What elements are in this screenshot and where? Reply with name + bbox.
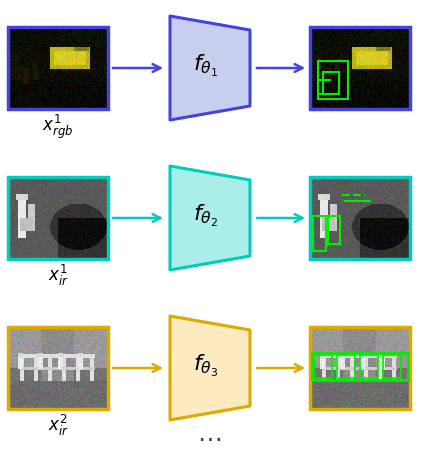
Polygon shape bbox=[170, 16, 250, 120]
Bar bbox=[383, 355, 401, 378]
Text: $f_{\theta_1}$: $f_{\theta_1}$ bbox=[193, 53, 219, 79]
Bar bbox=[318, 61, 348, 99]
Bar bbox=[313, 216, 326, 251]
Polygon shape bbox=[170, 316, 250, 420]
Bar bbox=[323, 72, 339, 94]
Bar bbox=[314, 355, 332, 378]
Bar bbox=[312, 353, 408, 380]
Bar bbox=[337, 355, 355, 378]
Text: $x_{ir}^{2}$: $x_{ir}^{2}$ bbox=[48, 413, 68, 438]
Text: ⋯: ⋯ bbox=[197, 428, 222, 452]
Text: $x_{rgb}^{1}$: $x_{rgb}^{1}$ bbox=[42, 113, 73, 142]
Bar bbox=[328, 216, 340, 244]
Text: $f_{\theta_3}$: $f_{\theta_3}$ bbox=[193, 353, 219, 379]
Text: $f_{\theta_2}$: $f_{\theta_2}$ bbox=[193, 203, 219, 229]
Text: $x_{ir}^{1}$: $x_{ir}^{1}$ bbox=[48, 263, 68, 288]
Polygon shape bbox=[170, 166, 250, 270]
Bar bbox=[360, 355, 378, 378]
